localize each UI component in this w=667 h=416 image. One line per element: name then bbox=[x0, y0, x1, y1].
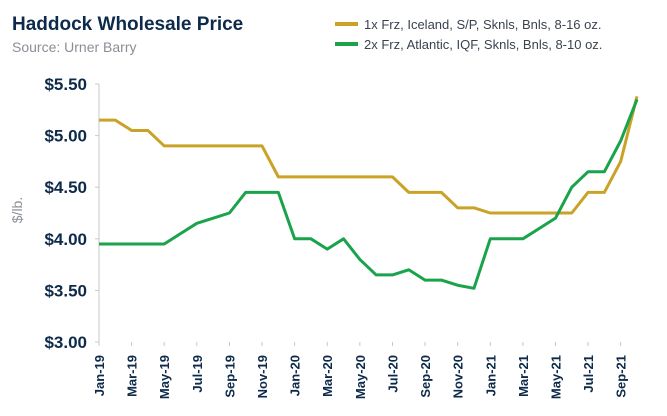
y-tick-label: $4.00 bbox=[44, 230, 87, 249]
x-tick-label: Nov-19 bbox=[255, 355, 270, 398]
x-tick-label: Jan-21 bbox=[483, 355, 498, 396]
y-tick-label: $3.50 bbox=[44, 281, 87, 300]
x-tick-label: Jan-19 bbox=[92, 355, 107, 396]
series-line bbox=[99, 98, 639, 290]
x-tick-label: May-21 bbox=[548, 355, 563, 399]
x-tick-label: May-20 bbox=[353, 355, 368, 399]
chart-subtitle: Source: Urner Barry bbox=[12, 39, 136, 55]
x-tick-label: Jan-20 bbox=[288, 355, 303, 396]
y-tick-label: $3.00 bbox=[44, 333, 87, 352]
x-tick-label: Jul-21 bbox=[581, 355, 596, 393]
x-tick-label: Jul-19 bbox=[190, 355, 205, 393]
x-tick-label: Mar-19 bbox=[125, 355, 140, 397]
x-tick-label: Mar-21 bbox=[516, 355, 531, 397]
x-tick-label: Nov-20 bbox=[451, 355, 466, 398]
x-tick-label: May-19 bbox=[157, 355, 172, 399]
chart-title: Haddock Wholesale Price bbox=[12, 14, 243, 35]
y-tick-label: $4.50 bbox=[44, 178, 87, 197]
x-tick-label: Sep-20 bbox=[418, 355, 433, 398]
series-line bbox=[99, 96, 639, 215]
y-tick-label: $5.50 bbox=[44, 75, 87, 94]
y-axis-label: $/lb. bbox=[9, 197, 25, 223]
x-tick-label: Sep-19 bbox=[222, 355, 237, 398]
x-tick-label: Jul-20 bbox=[385, 355, 400, 393]
x-tick-label: Mar-20 bbox=[320, 355, 335, 397]
y-tick-label: $5.00 bbox=[44, 127, 87, 146]
x-tick-label: Sep-21 bbox=[614, 355, 629, 398]
legend-label: 1x Frz, Iceland, S/P, Sknls, Bnls, 8-16 … bbox=[364, 17, 601, 32]
legend-label: 2x Frz, Atlantic, IQF, Sknls, Bnls, 8-10… bbox=[364, 37, 602, 52]
